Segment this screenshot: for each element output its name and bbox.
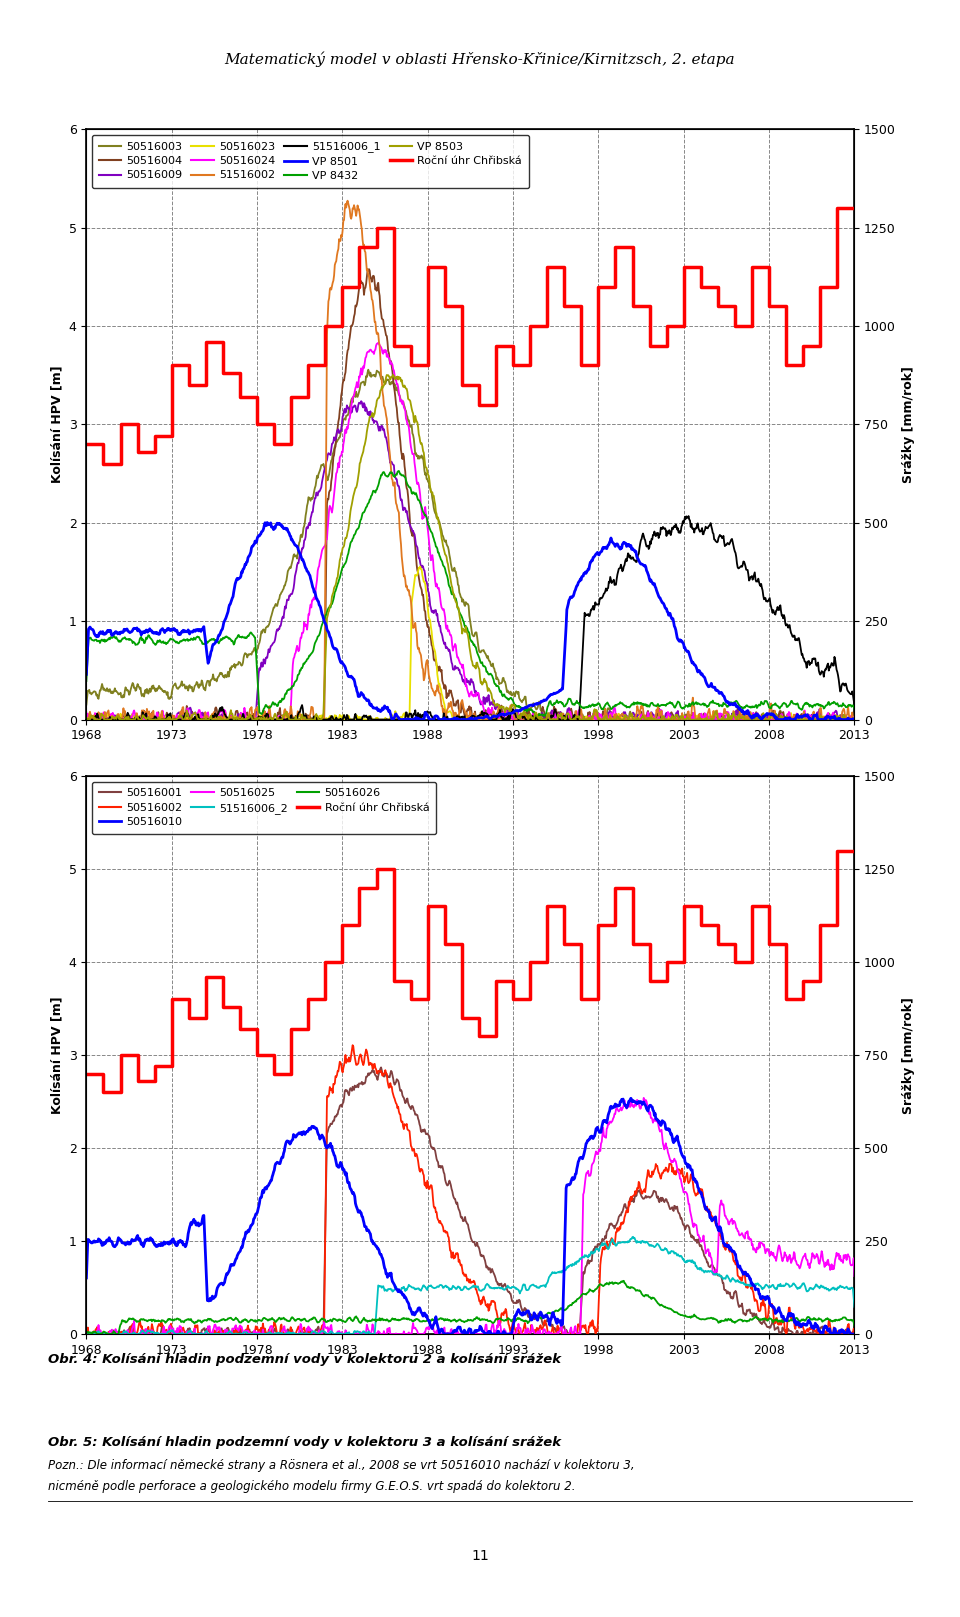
Text: 11: 11	[471, 1549, 489, 1562]
Text: Obr. 4: Kolísání hladin podzemní vody v kolektoru 2 a kolísání srážek: Obr. 4: Kolísání hladin podzemní vody v …	[48, 1353, 562, 1366]
Y-axis label: Srážky [mm/rok]: Srážky [mm/rok]	[901, 365, 915, 483]
Text: Matematický model v oblasti Hřensko-Křinice/Kirnitzsch, 2. etapa: Matematický model v oblasti Hřensko-Křin…	[225, 52, 735, 68]
Y-axis label: Kolísání HPV [m]: Kolísání HPV [m]	[50, 365, 63, 483]
Y-axis label: Srážky [mm/rok]: Srážky [mm/rok]	[901, 996, 915, 1114]
Legend: 50516001, 50516002, 50516010, 50516025, 51516006_2, 50516026, Roční úhr Chřibská: 50516001, 50516002, 50516010, 50516025, …	[92, 781, 436, 834]
Text: nicméně podle perforace a geologického modelu firmy G.E.O.S. vrt spadá do kolekt: nicméně podle perforace a geologického m…	[48, 1480, 575, 1492]
Legend: 50516003, 50516004, 50516009, 50516023, 50516024, 51516002, 51516006_1, VP 8501,: 50516003, 50516004, 50516009, 50516023, …	[92, 134, 529, 188]
Y-axis label: Kolísání HPV [m]: Kolísání HPV [m]	[50, 996, 63, 1114]
Text: Obr. 5: Kolísání hladin podzemní vody v kolektoru 3 a kolísání srážek: Obr. 5: Kolísání hladin podzemní vody v …	[48, 1436, 562, 1449]
Text: Pozn.: Dle informací německé strany a Rösnera et al., 2008 se vrt 50516010 nachá: Pozn.: Dle informací německé strany a Rö…	[48, 1459, 635, 1471]
